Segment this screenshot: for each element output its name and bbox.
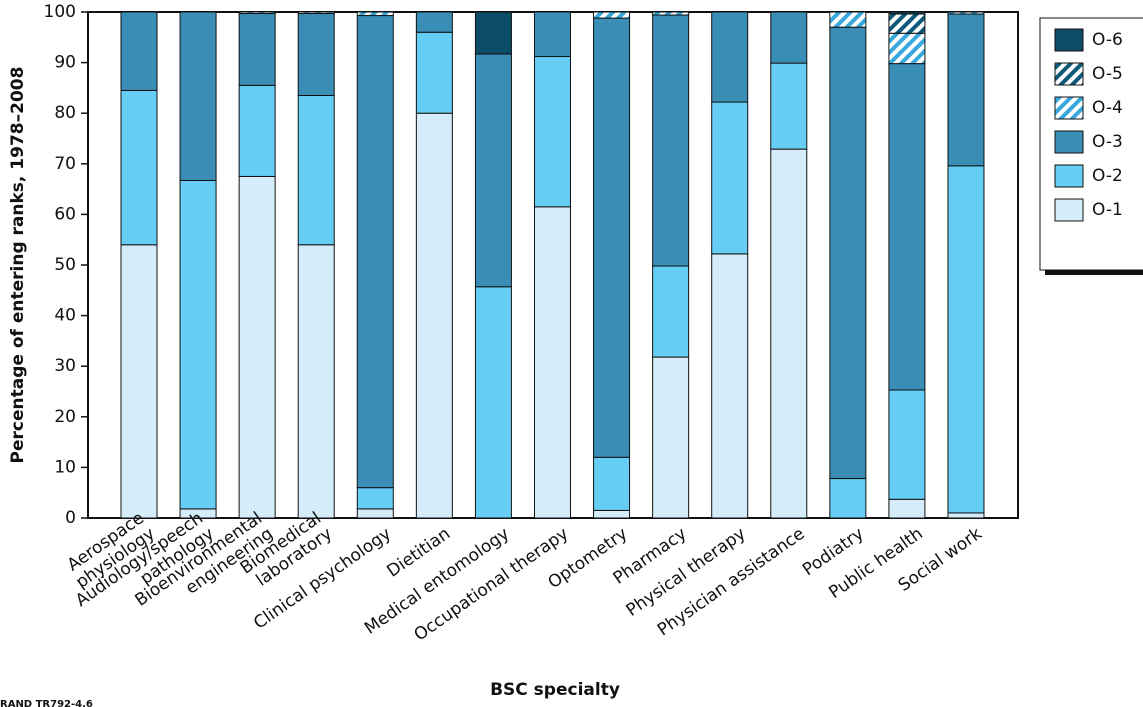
bar-segment (297, 244, 335, 519)
bar-segment (356, 508, 394, 519)
bar-segment (829, 478, 867, 519)
y-tick-label: 40 (54, 306, 76, 326)
bar-segment (356, 15, 394, 489)
bar-segment (415, 31, 453, 114)
y-tick-label: 20 (54, 407, 76, 427)
bar-segment (297, 13, 335, 96)
bar-segment (179, 11, 217, 181)
bar-segment (593, 509, 631, 519)
bar-segment (888, 11, 926, 15)
legend-swatch (1054, 130, 1084, 154)
bar-segment (593, 11, 631, 19)
bar-segment (829, 11, 867, 28)
bar-segment (888, 498, 926, 519)
bar-segment (120, 89, 158, 246)
legend-swatch (1054, 164, 1084, 188)
bar-segment (120, 244, 158, 519)
bar-segment (770, 62, 808, 150)
bar-segment (829, 26, 867, 480)
bar-segment (652, 356, 690, 519)
bar-segment (533, 206, 571, 519)
bar-segment (415, 112, 453, 519)
bar-segment (297, 11, 335, 15)
bar-segment (593, 456, 631, 511)
bar-segment (297, 94, 335, 246)
legend-label: O-3 (1092, 132, 1123, 152)
legend-label: O-1 (1092, 200, 1123, 220)
bar-segment (947, 165, 985, 514)
bar-segment (238, 13, 276, 86)
bar-segment (238, 11, 276, 15)
y-tick-label: 10 (54, 457, 76, 477)
bar-segment (533, 11, 571, 58)
legend-label: O-5 (1092, 64, 1123, 84)
bar-segment (711, 11, 749, 103)
bar-segment (888, 389, 926, 500)
bar-segment (711, 101, 749, 255)
bar-segment (474, 11, 512, 55)
legend-swatch (1054, 96, 1084, 120)
bar-segment (770, 11, 808, 64)
bar-segment (593, 17, 631, 458)
footnote: RAND TR792-4.6 (0, 699, 93, 707)
legend-label: O-4 (1092, 98, 1123, 118)
bar-segment (533, 56, 571, 208)
bar-segment (474, 286, 512, 519)
bar-segment (947, 11, 985, 15)
bar-segment (652, 14, 690, 267)
y-tick-label: 70 (54, 154, 76, 174)
y-tick-label: 90 (54, 53, 76, 73)
bar-segment (356, 487, 394, 510)
legend-swatch (1054, 28, 1084, 52)
y-tick-label: 30 (54, 356, 76, 376)
bar-segment (238, 84, 276, 177)
bar-segment (947, 13, 985, 167)
bar-segment (947, 512, 985, 519)
bar-segment (120, 11, 158, 91)
x-axis-title: BSC specialty (490, 680, 620, 700)
bar-segment (415, 11, 453, 33)
legend-swatch (1054, 62, 1084, 86)
bar-segment (888, 13, 926, 34)
legend-label: O-2 (1092, 166, 1123, 186)
legend-swatch (1054, 198, 1084, 222)
y-tick-label: 50 (54, 255, 76, 275)
y-tick-label: 100 (44, 2, 76, 22)
legend-label: O-6 (1092, 30, 1123, 50)
bar-segment (888, 32, 926, 65)
y-tick-label: 0 (65, 508, 76, 528)
y-tick-label: 60 (54, 204, 76, 224)
bar-segment (474, 53, 512, 288)
bar-segment (356, 11, 394, 17)
bar-segment (770, 148, 808, 519)
bar-segment (652, 265, 690, 358)
bar-segment (238, 175, 276, 519)
bar-segment (652, 11, 690, 16)
bar-segment (711, 253, 749, 519)
y-axis-title: Percentage of entering ranks, 1978–2008 (8, 67, 28, 464)
bar-segment (888, 63, 926, 391)
y-tick-label: 80 (54, 103, 76, 123)
bar-segment (179, 179, 217, 510)
